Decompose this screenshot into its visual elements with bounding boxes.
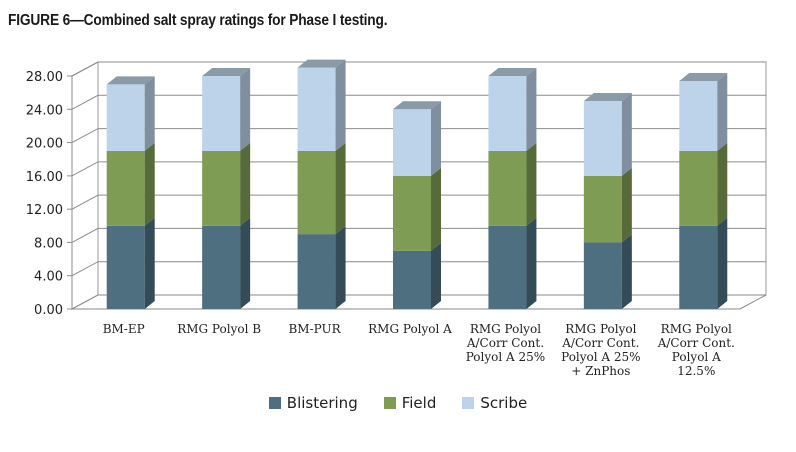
y-tick-label: 20.00: [26, 137, 63, 152]
bar-segment-scribe-side: [621, 92, 632, 176]
gridline: [71, 128, 766, 144]
bar-segment-scribe-side: [431, 101, 441, 176]
bar-segment-blistering-side: [144, 217, 155, 309]
bar-segment-field-front: [679, 150, 718, 226]
bar-top: [583, 92, 632, 101]
legend-label-blistering: Blistering: [286, 394, 358, 412]
bar-segment-field-side: [526, 142, 537, 226]
bar-segment-blistering-side: [240, 217, 251, 309]
bar-top: [679, 72, 728, 81]
bar-segment-scribe-front: [393, 109, 431, 176]
y-tick-label: 28.00: [26, 70, 63, 85]
gridline: [71, 194, 766, 210]
bar-segment-field-side: [335, 142, 346, 235]
bar-segment-field-front: [488, 150, 527, 226]
plot-side-wall: [71, 61, 99, 310]
gridline: [71, 61, 766, 77]
gridline: [71, 161, 766, 177]
bar-segment-field-front: [106, 150, 145, 226]
x-tick-label: RMG Polyol A: [368, 322, 452, 336]
y-tick-label: 16.00: [26, 170, 63, 185]
legend-item-blistering: Blistering: [268, 394, 358, 412]
bar-top: [202, 68, 251, 76]
y-tick-label: 24.00: [26, 103, 63, 118]
bar-segment-blistering-front: [297, 234, 336, 309]
legend-swatch-blistering: [268, 397, 281, 409]
bar-segment-blistering-front: [679, 225, 718, 309]
x-tick-label: RMG Polyol A/Corr Cont. Polyol A 25% + ZnPh…: [561, 322, 640, 378]
gridline: [71, 227, 766, 243]
bar-segment-field-front: [393, 175, 431, 251]
bar-segment-scribe-side: [717, 72, 728, 151]
bar-segment-blistering-front: [202, 225, 241, 309]
x-tick-label: BM-EP: [103, 322, 145, 336]
bar-segment-blistering-side: [621, 234, 632, 309]
bar-segment-scribe-side: [240, 68, 251, 151]
bar-segment-field-side: [621, 167, 632, 243]
bar-top: [393, 101, 441, 110]
x-tick-label: RMG Polyol B: [177, 322, 261, 336]
bar-segment-blistering-side: [335, 226, 346, 309]
legend-swatch-scribe: [462, 397, 475, 409]
bar-segment-scribe-front: [106, 84, 145, 151]
figure-title: FIGURE 6—Combined salt spray ratings for…: [8, 12, 388, 29]
bar-top: [488, 68, 537, 76]
bar-segment-blistering-front: [393, 250, 431, 309]
bar-segment-scribe-front: [583, 100, 622, 176]
bar-segment-blistering-front: [106, 225, 145, 309]
y-tick-label: 0.00: [34, 303, 63, 318]
legend-item-field: Field: [383, 394, 437, 412]
bar-top: [297, 59, 346, 68]
legend: Blistering Field Scribe: [0, 394, 796, 412]
bar-segment-field-side: [431, 167, 441, 251]
bar-segment-field-front: [297, 150, 336, 235]
bar-segment-scribe-front: [297, 67, 336, 151]
bar-segment-field-side: [144, 142, 155, 226]
bar-segment-scribe-front: [488, 76, 527, 151]
bar-segment-scribe-side: [526, 68, 537, 151]
y-tick-label: 4.00: [34, 270, 63, 285]
bar-segment-scribe-side: [335, 59, 346, 151]
bar-segment-field-side: [240, 142, 251, 226]
bar-segment-field-side: [717, 142, 728, 226]
bar-segment-scribe-front: [679, 80, 718, 151]
x-tick-label: BM-PUR: [288, 322, 341, 336]
legend-swatch-field: [383, 397, 396, 409]
legend-label-scribe: Scribe: [480, 394, 528, 412]
gridline: [71, 94, 766, 110]
gridline: [71, 261, 766, 277]
legend-label-field: Field: [401, 394, 437, 412]
bar-segment-blistering-side: [717, 217, 728, 309]
x-tick-label: RMG Polyol A/Corr Cont. Polyol A 12.5%: [657, 322, 735, 378]
bar-segment-field-front: [202, 150, 241, 226]
bar-segment-blistering-front: [488, 225, 527, 309]
y-tick-label: 8.00: [34, 236, 63, 251]
bar-segment-scribe-front: [202, 76, 241, 151]
bar-segment-blistering-front: [583, 242, 622, 309]
bar-segment-blistering-side: [526, 217, 537, 309]
bar-segment-blistering-side: [431, 242, 441, 309]
bar-segment-field-front: [583, 175, 622, 243]
bar-top: [106, 76, 155, 85]
bar-segment-scribe-side: [144, 76, 155, 151]
y-tick-label: 12.00: [26, 203, 63, 218]
legend-item-scribe: Scribe: [462, 394, 527, 412]
x-tick-label: RMG Polyol A/Corr Cont. Polyol A 25%: [466, 322, 545, 364]
